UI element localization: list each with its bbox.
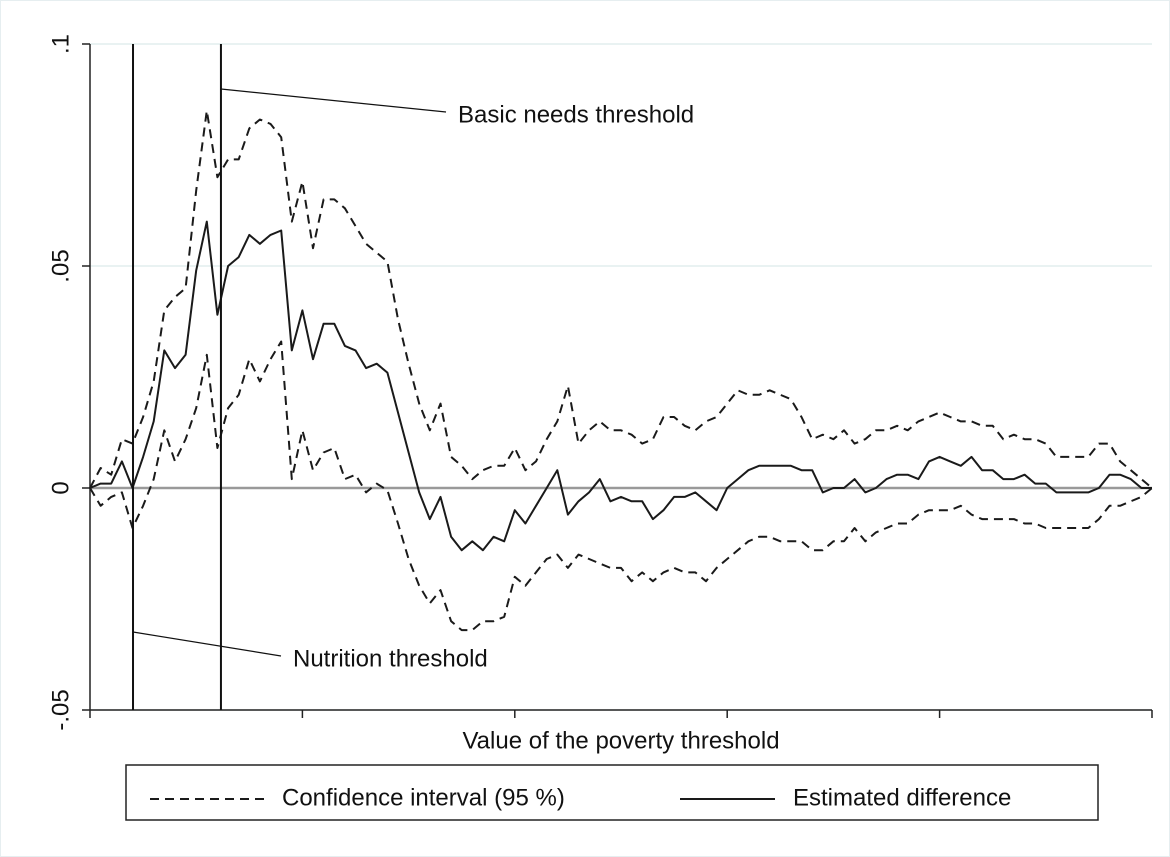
y-tick-label: .1 [47,34,74,54]
annotation: Nutrition threshold [293,645,488,672]
ci-line [89,340,1153,632]
legend-label: Confidence interval (95 %) [282,784,565,811]
legend-label: Estimated difference [793,784,1011,811]
ci-line [89,109,1153,489]
x-axis-label: Value of the poverty threshold [462,727,779,754]
annotation-leader [132,631,282,657]
y-tick-label: 0 [47,481,74,494]
annotation: Basic needs threshold [458,101,694,128]
annotation-leader [220,88,447,113]
legend-box [125,764,1099,821]
y-tick-label: -.05 [47,689,74,730]
y-tick-label: .05 [47,249,74,282]
estimate-line [89,220,1152,552]
